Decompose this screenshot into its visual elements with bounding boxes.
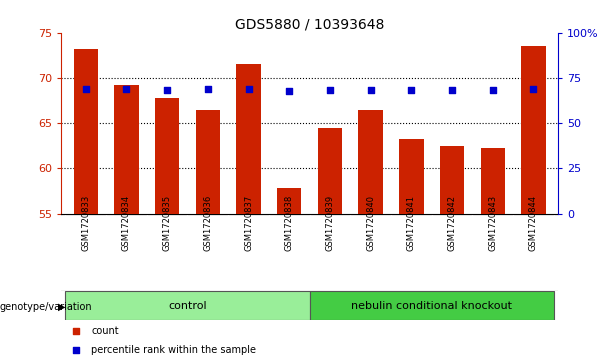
Text: GSM1720841: GSM1720841 — [407, 195, 416, 251]
Point — [71, 347, 81, 353]
Point — [406, 87, 416, 93]
Text: GSM1720840: GSM1720840 — [366, 195, 375, 251]
Point — [121, 86, 131, 92]
Point — [325, 87, 335, 93]
Text: percentile rank within the sample: percentile rank within the sample — [91, 346, 256, 355]
Bar — [399, 139, 424, 213]
Text: GSM1720836: GSM1720836 — [204, 195, 212, 251]
Point — [447, 87, 457, 93]
Title: GDS5880 / 10393648: GDS5880 / 10393648 — [235, 17, 384, 32]
Text: GSM1720837: GSM1720837 — [244, 195, 253, 251]
Bar — [236, 64, 261, 213]
Point — [71, 328, 81, 334]
Bar — [196, 110, 220, 213]
Text: GSM1720834: GSM1720834 — [122, 195, 131, 251]
Bar — [74, 49, 98, 213]
Bar — [114, 85, 139, 213]
Text: GSM1720839: GSM1720839 — [326, 195, 335, 251]
Text: control: control — [168, 301, 207, 311]
Bar — [521, 46, 546, 213]
Bar — [310, 291, 554, 320]
Text: genotype/variation: genotype/variation — [0, 302, 93, 312]
Point — [243, 86, 253, 92]
Point — [366, 87, 376, 93]
Bar — [440, 146, 464, 213]
Text: GSM1720844: GSM1720844 — [529, 195, 538, 251]
Point — [203, 86, 213, 92]
Text: GSM1720838: GSM1720838 — [284, 195, 294, 251]
Text: GSM1720842: GSM1720842 — [447, 195, 457, 251]
Bar — [66, 291, 310, 320]
Bar — [481, 148, 505, 213]
Text: GSM1720843: GSM1720843 — [488, 195, 497, 251]
Bar — [155, 98, 180, 213]
Bar — [318, 128, 342, 213]
Text: count: count — [91, 326, 119, 336]
Text: GSM1720835: GSM1720835 — [162, 195, 172, 251]
Text: nebulin conditional knockout: nebulin conditional knockout — [351, 301, 512, 311]
Point — [528, 86, 538, 92]
Point — [162, 87, 172, 93]
Text: GSM1720833: GSM1720833 — [81, 195, 90, 251]
Point — [488, 87, 498, 93]
Point — [284, 89, 294, 94]
Bar — [359, 110, 383, 213]
Point — [81, 86, 91, 92]
Bar — [277, 188, 302, 213]
Text: ▶: ▶ — [58, 302, 66, 312]
